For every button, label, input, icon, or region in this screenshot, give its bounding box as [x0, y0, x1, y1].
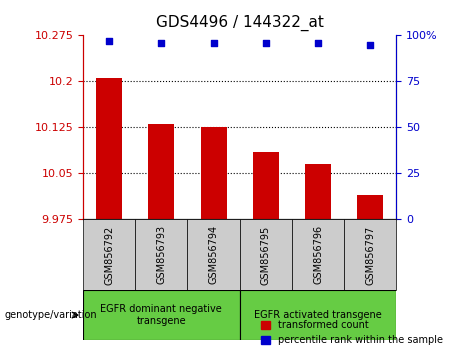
- Text: EGFR dominant negative
transgene: EGFR dominant negative transgene: [100, 304, 222, 326]
- Bar: [305, 164, 331, 219]
- Bar: [201, 127, 227, 219]
- FancyBboxPatch shape: [240, 290, 396, 340]
- FancyBboxPatch shape: [135, 219, 188, 290]
- Text: genotype/variation: genotype/variation: [5, 310, 97, 320]
- Bar: [357, 195, 384, 219]
- FancyBboxPatch shape: [83, 219, 135, 290]
- Text: GSM856795: GSM856795: [261, 225, 271, 285]
- Text: GSM856792: GSM856792: [104, 225, 114, 285]
- Point: [366, 42, 374, 47]
- Bar: [96, 78, 122, 219]
- Bar: [253, 152, 279, 219]
- Point: [158, 40, 165, 46]
- Title: GDS4496 / 144322_at: GDS4496 / 144322_at: [156, 15, 324, 31]
- FancyBboxPatch shape: [188, 219, 240, 290]
- Text: GSM856796: GSM856796: [313, 225, 323, 285]
- Legend: transformed count, percentile rank within the sample: transformed count, percentile rank withi…: [257, 316, 447, 349]
- Point: [210, 40, 217, 46]
- FancyBboxPatch shape: [83, 290, 240, 340]
- FancyBboxPatch shape: [240, 219, 292, 290]
- Point: [314, 40, 322, 46]
- Point: [262, 40, 270, 46]
- Text: GSM856793: GSM856793: [156, 225, 166, 285]
- Text: EGFR activated transgene: EGFR activated transgene: [254, 310, 382, 320]
- FancyBboxPatch shape: [344, 219, 396, 290]
- Bar: [148, 124, 174, 219]
- Text: GSM856797: GSM856797: [365, 225, 375, 285]
- FancyBboxPatch shape: [292, 219, 344, 290]
- Point: [106, 38, 113, 44]
- Text: GSM856794: GSM856794: [208, 225, 219, 285]
